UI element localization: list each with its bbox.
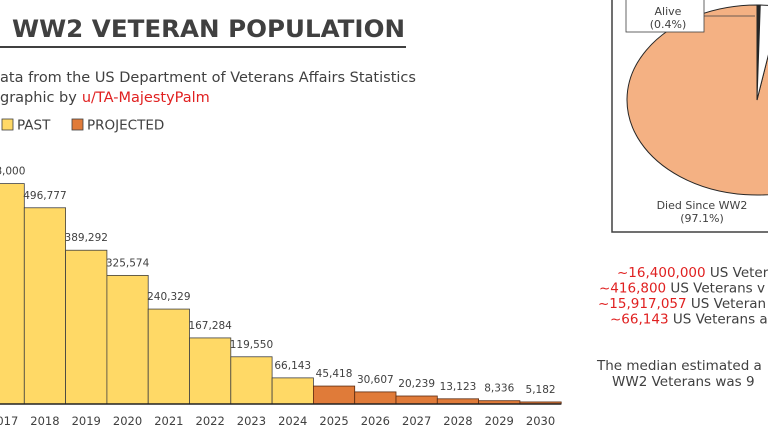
- x-tick-label: 2027: [402, 414, 431, 428]
- credit: u/TA-MajestyPalm: [82, 90, 210, 106]
- bar: [271, 377, 314, 405]
- pie-label: Alive: [655, 5, 682, 18]
- note-text: US Vetera: [706, 265, 768, 281]
- note-line: ~15,917,057 US Veteran: [598, 296, 766, 312]
- note-line: ~416,800 US Veterans v: [599, 281, 765, 297]
- pie-label: Died Since WW2: [657, 199, 748, 212]
- subtitle: ata from the US Department of Veterans A…: [0, 70, 416, 86]
- value-label: 167,284: [188, 320, 232, 332]
- value-label: 240,329: [147, 291, 190, 303]
- legend-swatch: [71, 118, 84, 131]
- x-tick-label: 2017: [0, 414, 18, 428]
- x-tick-label: 2023: [237, 414, 266, 428]
- value-label: 389,292: [65, 232, 108, 244]
- bar: [0, 183, 25, 405]
- value-label: 325,574: [106, 257, 150, 269]
- value-label: 66,143: [274, 360, 311, 372]
- label-box: [625, 0, 705, 33]
- value-label: 496,777: [23, 190, 66, 202]
- x-tick-label: 2024: [278, 414, 307, 428]
- pie-value-label: (0.4%): [650, 18, 687, 31]
- note-text: US Veterans v: [666, 281, 765, 297]
- legend-label: PAST: [17, 118, 51, 134]
- credit-prefix: graphic by: [0, 90, 77, 106]
- legend-swatch: [1, 118, 14, 131]
- x-tick-label: 2025: [319, 414, 348, 428]
- bar: [147, 308, 190, 405]
- bar: [23, 207, 66, 405]
- x-tick-label: 2019: [72, 414, 101, 428]
- footer-line: The median estimated a: [596, 358, 762, 374]
- bar: [436, 398, 479, 405]
- note-number: ~66,143: [610, 312, 669, 328]
- x-tick-label: 2022: [196, 414, 225, 428]
- bar: [65, 249, 108, 405]
- bar: [189, 337, 232, 405]
- value-label: 20,239: [398, 378, 435, 390]
- x-tick-label: 2018: [30, 414, 59, 428]
- bar: [354, 391, 397, 405]
- bar: [312, 385, 356, 405]
- x-tick-label: 2028: [443, 414, 472, 428]
- note-number: ~416,800: [599, 281, 666, 297]
- bar: [395, 395, 438, 405]
- pie-slice: [756, 4, 768, 101]
- value-label: 13,123: [440, 381, 477, 393]
- bar: [106, 274, 149, 405]
- value-label: 5,182: [526, 384, 556, 396]
- title: WW2 VETERAN POPULATION: [12, 15, 405, 43]
- note-line: ~16,400,000 US Vetera: [617, 265, 768, 281]
- note-text: US Veterans a: [669, 312, 768, 328]
- value-label: 45,418: [316, 368, 353, 380]
- note-text: US Veteran: [687, 296, 767, 312]
- x-tick-label: 2021: [154, 414, 183, 428]
- pie-panel: [611, 0, 768, 233]
- value-label: 558,000: [0, 166, 25, 178]
- pie-slice: [626, 4, 768, 196]
- pie-value-label: (97.1%): [680, 212, 724, 225]
- value-label: 30,607: [357, 374, 394, 386]
- legend-label: PROJECTED: [87, 118, 164, 134]
- note-line: ~66,143 US Veterans a: [610, 312, 768, 328]
- note-number: ~15,917,057: [598, 296, 687, 312]
- note-number: ~16,400,000: [617, 265, 706, 281]
- x-tick-label: 2030: [526, 414, 555, 428]
- value-label: 8,336: [484, 383, 514, 395]
- credit-line: graphic by u/TA-MajestyPalm: [0, 90, 210, 106]
- x-tick-label: 2029: [485, 414, 514, 428]
- footer-line: WW2 Veterans was 9: [612, 374, 755, 390]
- x-tick-label: 2020: [113, 414, 142, 428]
- value-label: 119,550: [230, 339, 273, 351]
- bar: [230, 356, 273, 405]
- x-tick-label: 2026: [361, 414, 390, 428]
